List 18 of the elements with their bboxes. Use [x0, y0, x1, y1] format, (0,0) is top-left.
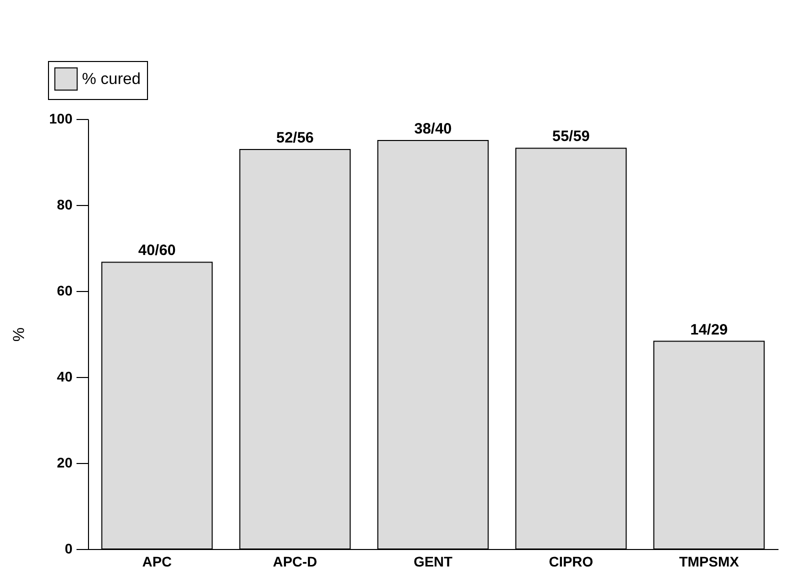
y-tick-label: 80: [56, 196, 73, 212]
data-label: 38/40: [414, 120, 452, 138]
x-tick-label: TMPSMX: [679, 554, 740, 570]
data-label: 14/29: [690, 321, 728, 338]
data-label: 52/56: [276, 130, 314, 147]
y-tick-label: 60: [56, 282, 73, 298]
x-tick-label: GENT: [414, 554, 453, 570]
x-tick-label: CIPRO: [548, 554, 594, 570]
y-tick-label: 40: [56, 368, 73, 384]
y-tick-label: 0: [64, 540, 73, 556]
legend-label: % cured: [82, 71, 141, 88]
data-label: 55/59: [552, 128, 590, 146]
y-axis-title: %: [11, 327, 28, 342]
x-tick-label: APC: [142, 554, 172, 570]
y-tick-label: 20: [56, 454, 73, 470]
x-tick-label: APC-D: [272, 554, 318, 570]
data-label: 40/60: [138, 242, 176, 260]
y-tick-label: 100: [49, 110, 73, 126]
